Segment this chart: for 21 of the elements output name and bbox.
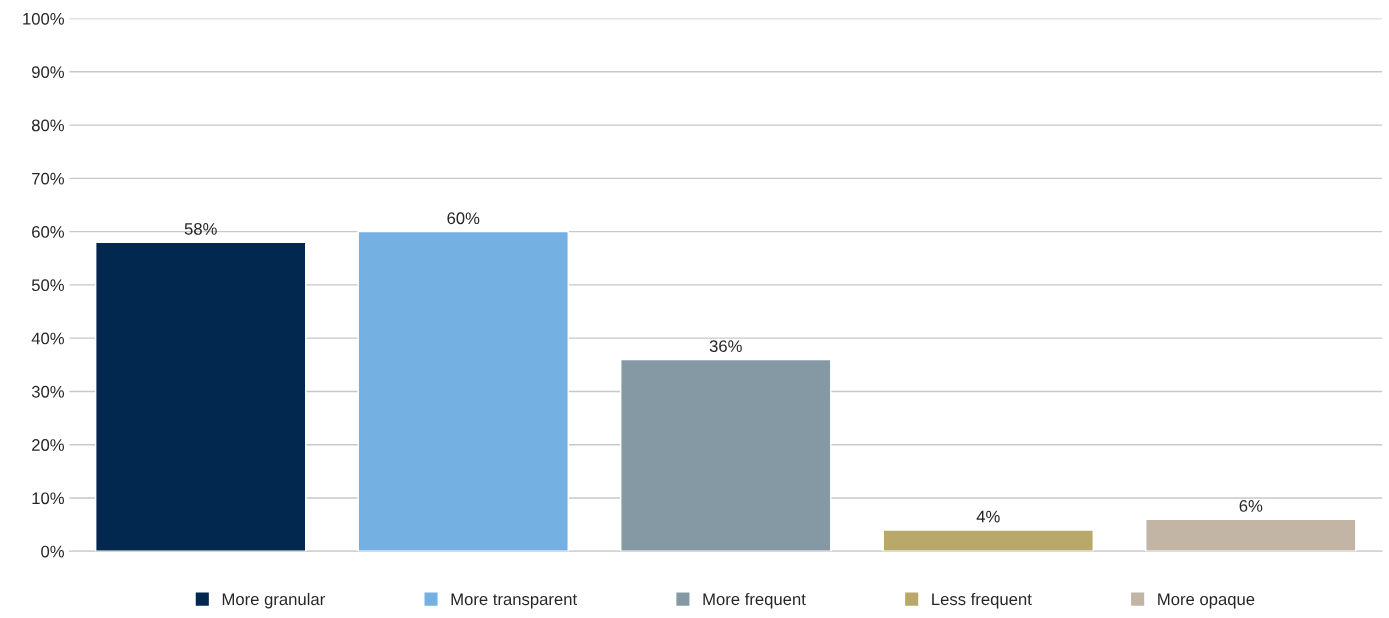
legend-label: More frequent xyxy=(703,592,806,609)
y-tick-label: 60% xyxy=(32,226,64,238)
y-tick-label: 0% xyxy=(41,545,64,558)
y-tick-label: 20% xyxy=(32,439,64,451)
data-label: 6% xyxy=(1239,500,1263,512)
y-tick-label: 50% xyxy=(31,279,64,292)
y-tick-label: 70% xyxy=(32,172,64,185)
legend-label: More granular xyxy=(222,592,325,609)
y-tick-label: 10% xyxy=(32,492,64,505)
legend-label: More opaque xyxy=(1158,593,1255,609)
data-label: 60% xyxy=(447,212,480,225)
data-label: 4% xyxy=(976,510,1000,523)
y-tick-label: 90% xyxy=(32,66,64,79)
y-tick-label: 40% xyxy=(31,332,64,345)
y-tick-label: 100% xyxy=(23,12,64,25)
y-tick-label: 30% xyxy=(31,385,64,398)
y-tick-label: 80% xyxy=(31,119,64,132)
data-label: 58% xyxy=(184,223,217,235)
legend-label: More transparent xyxy=(451,593,577,609)
data-label: 36% xyxy=(709,340,742,353)
legend-label: Less frequent xyxy=(932,592,1032,609)
